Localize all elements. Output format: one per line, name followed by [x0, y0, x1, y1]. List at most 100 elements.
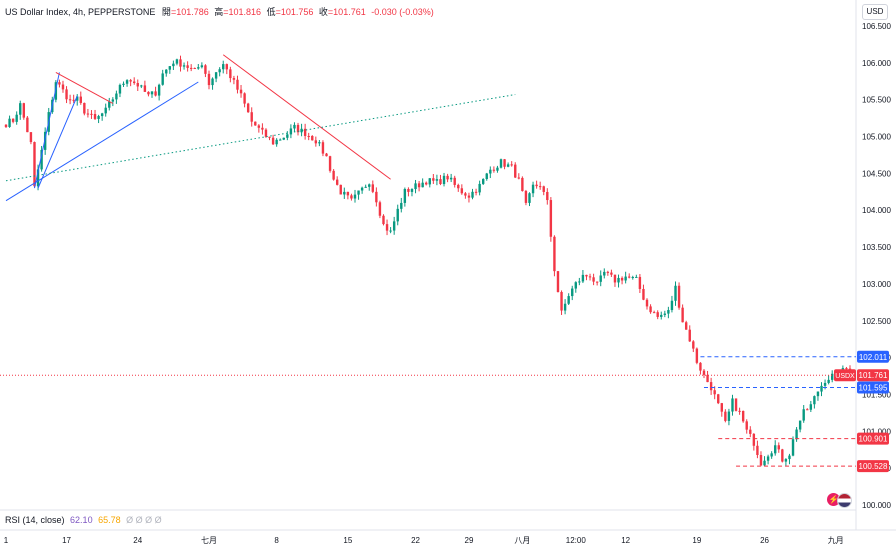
- trendline: [34, 72, 60, 189]
- candle-body: [528, 193, 531, 203]
- change-value: -0.030 (-0.03%): [371, 7, 434, 17]
- lightning-icon[interactable]: ⚡: [827, 493, 840, 506]
- candle-body: [592, 277, 595, 282]
- candle-body: [428, 178, 431, 185]
- candle-body: [371, 184, 375, 192]
- y-tick-label: 106.500: [862, 22, 891, 31]
- candle-body: [802, 409, 805, 421]
- candle-body: [175, 59, 179, 64]
- candle-body: [734, 398, 738, 411]
- candle-body: [289, 128, 293, 135]
- low-label: 低: [266, 7, 276, 17]
- candle-body: [656, 312, 659, 317]
- candle-body: [449, 177, 453, 180]
- candle-body: [83, 102, 86, 114]
- candle-body: [549, 200, 553, 237]
- candle-body: [314, 140, 318, 144]
- x-tick-label: 19: [692, 536, 701, 545]
- candle-body: [392, 221, 396, 231]
- candle-body: [307, 135, 310, 137]
- candle-body: [777, 445, 780, 450]
- candle-body: [118, 84, 122, 94]
- candle-body: [652, 312, 656, 314]
- candle-body: [464, 193, 467, 196]
- candle-body: [617, 277, 620, 283]
- candle-body: [567, 296, 570, 304]
- candle-body: [531, 184, 535, 194]
- x-tick-label: 1: [4, 536, 9, 545]
- x-tick-label: 七月: [201, 536, 217, 545]
- candle-body: [97, 116, 100, 119]
- candle-body: [660, 314, 663, 317]
- level-label-bg: [857, 350, 889, 363]
- candle-body: [286, 134, 289, 138]
- candle-body: [350, 195, 353, 199]
- candle-body: [845, 368, 848, 370]
- level-label-bg: [857, 460, 889, 473]
- candle-body: [474, 191, 478, 193]
- candle-body: [108, 101, 111, 108]
- price-tag-bg: [834, 369, 856, 382]
- candle-body: [442, 175, 446, 185]
- trendline: [5, 81, 199, 202]
- rsi-empty-values: Ø Ø Ø Ø: [126, 515, 162, 525]
- candle-body: [389, 230, 392, 232]
- candle-body: [628, 276, 631, 278]
- candle-body: [218, 69, 221, 73]
- candle-body: [321, 142, 325, 154]
- y-tick-label: 100.000: [862, 501, 891, 510]
- currency-button[interactable]: USD: [862, 4, 888, 20]
- trendline: [55, 71, 114, 104]
- candle-body: [674, 285, 677, 301]
- price-label: 101.761: [859, 371, 888, 380]
- symbol-title: US Dollar Index, 4h, PEPPERSTONE: [5, 7, 156, 17]
- candle-body: [588, 276, 592, 278]
- candle-body: [15, 114, 18, 122]
- candle-body: [610, 272, 613, 275]
- candle-body: [403, 188, 407, 203]
- candle-body: [642, 288, 645, 300]
- candle-body: [706, 374, 709, 383]
- candle-body: [820, 385, 823, 392]
- candle-body: [357, 190, 360, 195]
- x-tick-label: 17: [62, 536, 71, 545]
- candle-body: [798, 420, 802, 430]
- candle-body: [111, 99, 115, 102]
- candle-body: [599, 275, 602, 282]
- candle-body: [481, 179, 485, 184]
- candle-body: [571, 288, 574, 297]
- candle-body: [635, 276, 638, 278]
- candle-body: [200, 65, 204, 68]
- candle-body: [353, 194, 357, 199]
- close-value: =101.761: [327, 7, 366, 17]
- candle-body: [129, 80, 132, 82]
- candle-body: [731, 398, 734, 412]
- y-tick-label: 105.500: [862, 96, 891, 105]
- candle-body: [410, 189, 414, 192]
- x-tick-label: 8: [274, 536, 279, 545]
- candle-body: [563, 303, 567, 311]
- candle-body: [400, 202, 403, 209]
- x-tick-label: 12:00: [566, 536, 587, 545]
- trendline: [5, 94, 516, 182]
- candle-body: [79, 96, 82, 103]
- candle-body: [257, 125, 261, 128]
- candle-body: [514, 164, 517, 178]
- high-value: =101.816: [223, 7, 262, 17]
- candle-body: [58, 82, 61, 85]
- candle-body: [467, 195, 471, 198]
- candle-body: [193, 68, 196, 70]
- candle-body: [100, 113, 104, 117]
- candle-body: [264, 129, 268, 137]
- candle-body: [432, 178, 435, 181]
- candle-body: [606, 271, 610, 273]
- candle-body: [791, 439, 795, 456]
- candle-body: [207, 73, 211, 86]
- candle-body: [581, 274, 585, 282]
- candle-body: [268, 136, 271, 138]
- candle-body: [556, 271, 560, 292]
- candle-body: [122, 83, 125, 85]
- level-label: 100.901: [859, 435, 888, 444]
- candle-body: [68, 99, 72, 101]
